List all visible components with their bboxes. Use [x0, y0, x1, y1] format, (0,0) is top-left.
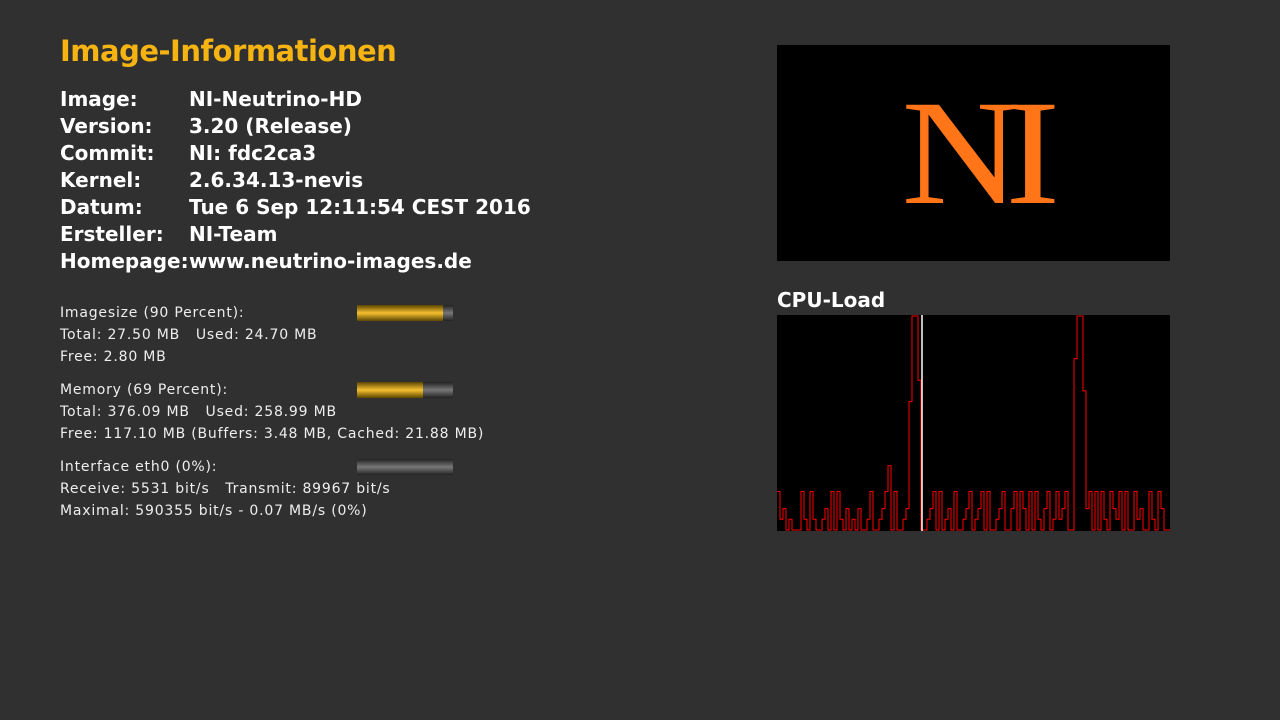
- network-label: Interface eth0 (0%):: [60, 459, 218, 475]
- neutrino-logo: NI: [777, 45, 1170, 261]
- network-rates: Receive: 5531 bit/s Transmit: 89967 bit/…: [60, 481, 391, 497]
- info-value: 3.20 (Release): [189, 114, 352, 138]
- memory-free: Free: 117.10 MB (Buffers: 3.48 MB, Cache…: [60, 426, 485, 442]
- imagesize-label: Imagesize (90 Percent):: [60, 305, 245, 321]
- info-key: Datum:: [60, 195, 143, 219]
- cpu-load-line: [777, 315, 1170, 531]
- info-key: Kernel:: [60, 168, 142, 192]
- memory-bar: [357, 382, 453, 398]
- info-key: Homepage:: [60, 249, 189, 273]
- imagesize-totals: Total: 27.50 MB Used: 24.70 MB: [60, 327, 318, 343]
- bar-fill: [357, 382, 424, 398]
- cpu-load-title: CPU-Load: [777, 288, 886, 312]
- info-key: Ersteller:: [60, 222, 164, 246]
- info-row: Homepage: www.neutrino-images.de: [60, 248, 531, 275]
- info-value: NI-Team: [189, 222, 278, 246]
- info-value: Tue 6 Sep 12:11:54 CEST 2016: [189, 195, 531, 219]
- info-row: Image: NI-Neutrino-HD: [60, 86, 531, 113]
- network-section: Interface eth0 (0%): Receive: 5531 bit/s…: [60, 456, 391, 522]
- network-max: Maximal: 590355 bit/s - 0.07 MB/s (0%): [60, 503, 368, 519]
- imagesize-section: Imagesize (90 Percent): Total: 27.50 MB …: [60, 302, 317, 368]
- info-value: 2.6.34.13-nevis: [189, 168, 364, 192]
- info-row: Version: 3.20 (Release): [60, 113, 531, 140]
- imagesize-free: Free: 2.80 MB: [60, 349, 167, 365]
- memory-label: Memory (69 Percent):: [60, 382, 228, 398]
- info-row: Commit: NI: fdc2ca3: [60, 140, 531, 167]
- memory-section: Memory (69 Percent): Total: 376.09 MB Us…: [60, 379, 484, 445]
- bar-fill: [357, 305, 444, 321]
- info-key: Version:: [60, 114, 153, 138]
- page-title: Image-Informationen: [60, 34, 397, 68]
- image-info-list: Image: NI-Neutrino-HD Version: 3.20 (Releas…: [60, 86, 531, 275]
- info-value: NI-Neutrino-HD: [189, 87, 362, 111]
- info-value: www.neutrino-images.de: [189, 249, 472, 273]
- info-row: Datum: Tue 6 Sep 12:11:54 CEST 2016: [60, 194, 531, 221]
- network-bar: [357, 459, 453, 475]
- cpu-load-graph: [777, 315, 1170, 531]
- info-row: Kernel: 2.6.34.13-nevis: [60, 167, 531, 194]
- info-value: NI: fdc2ca3: [189, 141, 317, 165]
- info-key: Image:: [60, 87, 138, 111]
- info-row: Ersteller: NI-Team: [60, 221, 531, 248]
- info-key: Commit:: [60, 141, 155, 165]
- memory-totals: Total: 376.09 MB Used: 258.99 MB: [60, 404, 337, 420]
- imagesize-bar: [357, 305, 453, 321]
